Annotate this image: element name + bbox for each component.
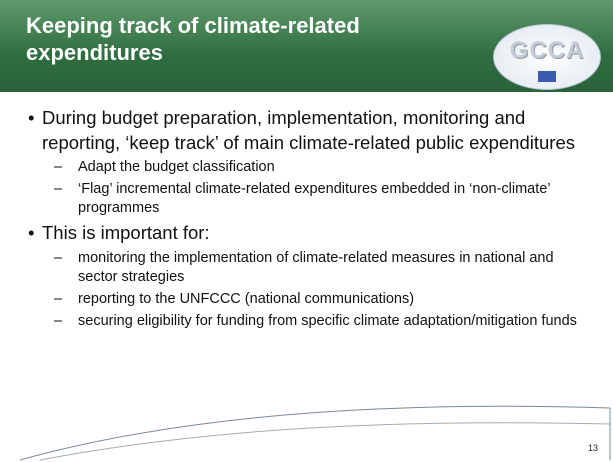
header-band: Keeping track of climate-related expendi… <box>0 0 613 92</box>
sub-bullet: Adapt the budget classification <box>0 158 583 177</box>
sub-bullet: monitoring the implementation of climate… <box>0 249 583 287</box>
sub-bullet: ‘Flag’ incremental climate-related expen… <box>0 180 583 218</box>
page-number: 13 <box>588 443 599 453</box>
curve <box>39 422 611 461</box>
bullet: During budget preparation, implementatio… <box>0 106 587 155</box>
bullet: This is important for: <box>0 221 587 246</box>
sub-bullet: securing eligibility for funding from sp… <box>0 312 583 331</box>
slide-title: Keeping track of climate-related expendi… <box>26 13 360 65</box>
eu-flag <box>538 71 556 82</box>
logo-text: GCCA <box>509 37 585 64</box>
sub-bullet: reporting to the UNFCCC (national commun… <box>0 290 583 309</box>
logo: GCCA <box>493 24 601 90</box>
curve <box>19 405 611 461</box>
decoration <box>19 405 611 461</box>
content: During budget preparation, implementatio… <box>0 106 613 334</box>
